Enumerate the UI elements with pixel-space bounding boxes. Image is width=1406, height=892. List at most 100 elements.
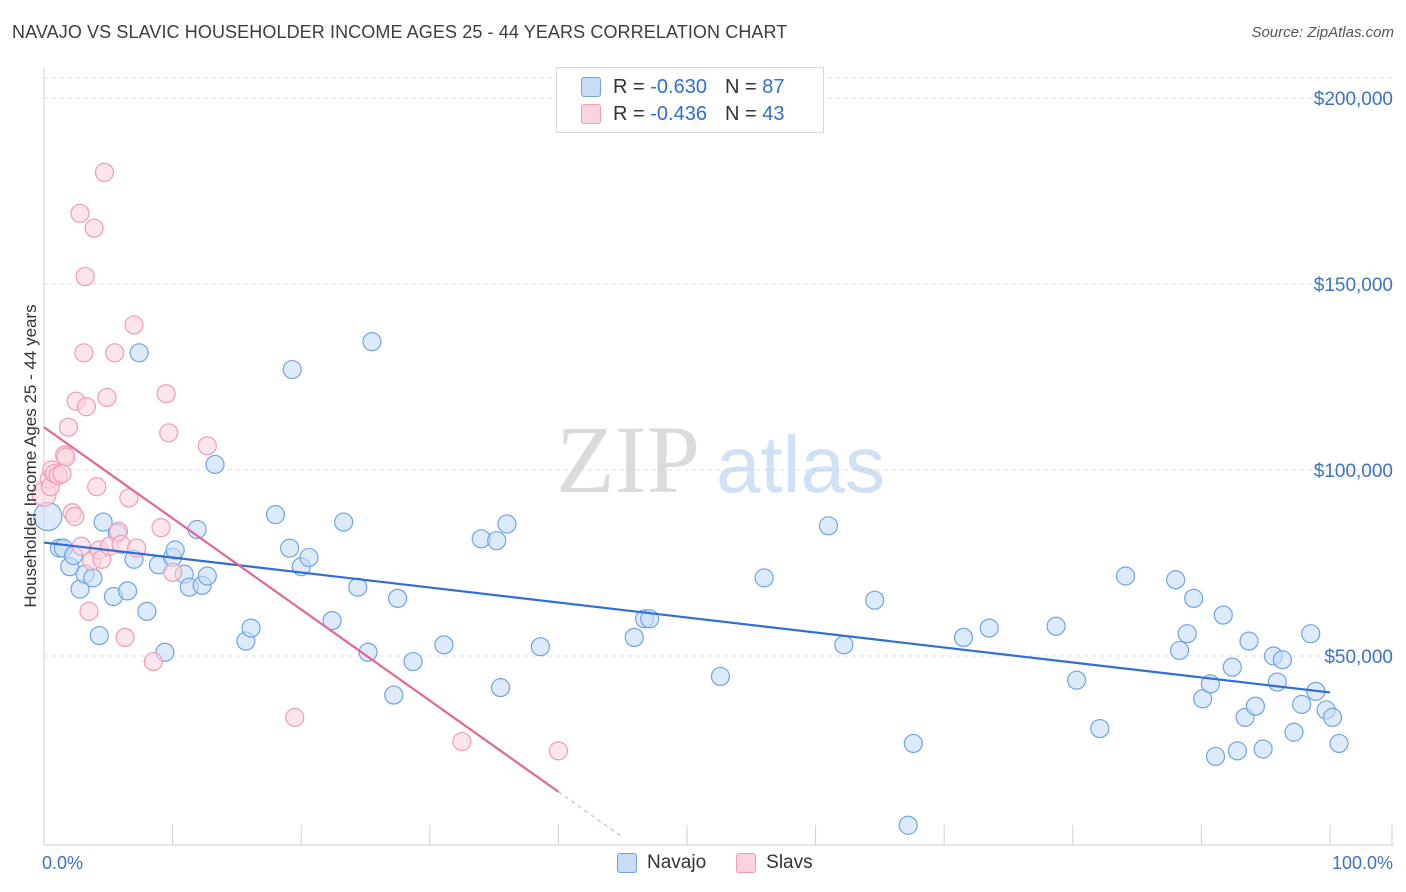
y-axis-label: Householder Income Ages 25 - 44 years bbox=[21, 304, 40, 607]
watermark-zip: ZIP bbox=[556, 406, 700, 513]
slavs-point bbox=[70, 203, 90, 223]
navajo-point bbox=[358, 642, 378, 662]
navajo-point bbox=[953, 627, 974, 648]
legend-label-slavs: Slavs bbox=[766, 852, 813, 873]
navajo-point bbox=[241, 618, 261, 638]
slavs-point bbox=[159, 423, 179, 443]
navajo-point bbox=[624, 627, 644, 648]
slavs-point bbox=[65, 506, 85, 527]
navajo-point bbox=[1205, 746, 1226, 767]
navajo-point bbox=[1284, 722, 1304, 742]
slavs-point bbox=[105, 343, 125, 363]
slavs-point bbox=[87, 477, 107, 497]
x-tick-label: 100.0% bbox=[1332, 853, 1393, 873]
legend-r-value: -0.436 bbox=[650, 102, 707, 125]
navajo-point bbox=[1177, 624, 1197, 644]
slavs-point bbox=[56, 447, 76, 467]
slavs-point bbox=[74, 343, 94, 363]
navajo-swatch bbox=[581, 77, 601, 97]
navajo-point bbox=[137, 601, 157, 621]
navajo-point bbox=[834, 635, 854, 655]
legend-row-slavs: R = -0.436 N = 43 bbox=[581, 101, 784, 127]
navajo-legend-swatch bbox=[617, 853, 637, 873]
legend-item-slavs[interactable]: Slavs bbox=[736, 852, 813, 874]
slavs-point bbox=[285, 707, 305, 727]
slavs-point bbox=[156, 384, 176, 404]
navajo-point bbox=[487, 531, 507, 551]
navajo-point bbox=[1329, 733, 1349, 754]
navajo-point bbox=[497, 514, 517, 534]
navajo-point bbox=[1292, 694, 1312, 714]
navajo-point bbox=[818, 516, 839, 536]
navajo-point bbox=[865, 590, 885, 610]
navajo-point bbox=[1169, 640, 1190, 661]
slavs-point bbox=[151, 518, 171, 538]
navajo-point bbox=[1301, 624, 1321, 644]
slavs-trend-line bbox=[43, 426, 560, 793]
slavs-point bbox=[84, 218, 104, 238]
slavs-trend-extension bbox=[558, 791, 624, 838]
y-tick-label: $100,000 bbox=[1314, 461, 1393, 482]
legend-row-navajo: R = -0.630 N = 87 bbox=[581, 74, 784, 100]
navajo-point bbox=[1267, 672, 1287, 692]
legend-label-navajo: Navajo bbox=[647, 852, 707, 873]
slavs-point bbox=[94, 162, 115, 182]
navajo-point bbox=[1184, 588, 1204, 608]
y-tick-label: $200,000 bbox=[1314, 89, 1393, 110]
navajo-point bbox=[1166, 570, 1186, 590]
navajo-point bbox=[1213, 605, 1233, 625]
navajo-point bbox=[388, 588, 408, 608]
navajo-trend-line bbox=[43, 541, 1331, 694]
navajo-point bbox=[1239, 631, 1259, 651]
navajo-point bbox=[979, 618, 999, 638]
slavs-swatch bbox=[581, 104, 601, 124]
trend-layer bbox=[43, 426, 1331, 838]
navajo-point bbox=[322, 611, 342, 631]
navajo-point bbox=[362, 332, 382, 352]
slavs-point bbox=[76, 397, 97, 417]
slavs-point bbox=[124, 315, 144, 335]
slavs-legend-swatch bbox=[736, 853, 757, 873]
navajo-point bbox=[299, 547, 319, 568]
y-tick-label: $50,000 bbox=[1324, 647, 1393, 668]
slavs-point bbox=[97, 387, 117, 408]
navajo-point bbox=[384, 685, 404, 705]
legend-n-value: 43 bbox=[762, 102, 785, 125]
navajo-point bbox=[1115, 566, 1136, 586]
navajo-point bbox=[89, 625, 109, 646]
navajo-point bbox=[334, 512, 354, 532]
slavs-point bbox=[197, 436, 217, 456]
axes-layer: $50,000 $100,000 $150,000 $200,000 0.0% 100.0… bbox=[42, 68, 1394, 873]
slavs-point bbox=[58, 417, 79, 437]
legend-item-navajo[interactable]: Navajo bbox=[617, 852, 706, 874]
slavs-point bbox=[75, 266, 95, 287]
navajo-point bbox=[1253, 739, 1273, 759]
navajo-point bbox=[265, 505, 286, 525]
navajo-point bbox=[710, 666, 731, 687]
navajo-point bbox=[530, 637, 550, 657]
slavs-point bbox=[119, 488, 139, 508]
y-tick-label: $150,000 bbox=[1314, 275, 1393, 296]
slavs-point bbox=[548, 741, 569, 761]
slavs-point bbox=[163, 562, 183, 582]
navajo-point bbox=[165, 540, 185, 560]
slavs-point bbox=[143, 651, 163, 672]
slavs-point bbox=[52, 464, 72, 484]
navajo-point bbox=[1090, 718, 1110, 739]
slavs-point bbox=[452, 731, 472, 752]
correlation-legend: R = -0.630 N = 87 R = -0.436 N = 43 bbox=[556, 67, 824, 133]
navajo-point bbox=[83, 568, 103, 588]
navajo-point bbox=[403, 651, 423, 672]
navajo-point bbox=[205, 454, 225, 475]
watermark-atlas: atlas bbox=[716, 420, 885, 509]
navajo-point bbox=[1322, 707, 1343, 727]
navajo-point bbox=[282, 359, 302, 380]
legend-r-label: R = bbox=[613, 75, 645, 98]
navajo-point bbox=[129, 343, 149, 363]
slavs-point bbox=[115, 627, 135, 648]
slavs-point bbox=[79, 601, 99, 621]
navajo-point bbox=[1272, 650, 1293, 670]
chart-title: NAVAJO VS SLAVIC HOUSEHOLDER INCOME AGES… bbox=[12, 22, 788, 42]
navajo-point bbox=[1245, 696, 1266, 716]
